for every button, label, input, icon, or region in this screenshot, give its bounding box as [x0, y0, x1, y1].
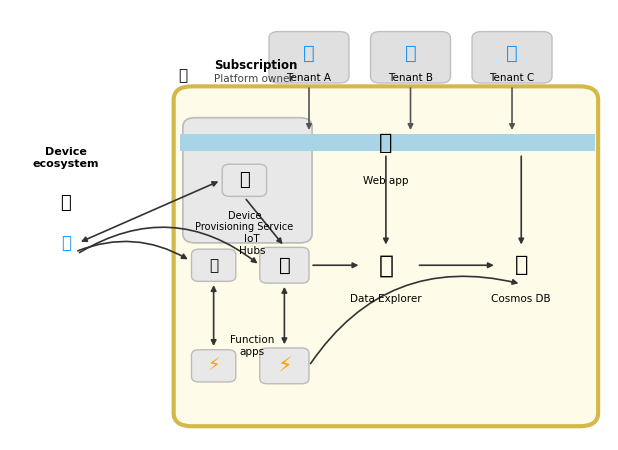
Text: ⚡: ⚡ — [207, 357, 220, 375]
Text: Tenant A: Tenant A — [287, 73, 331, 83]
Text: Platform owner: Platform owner — [214, 74, 294, 84]
FancyBboxPatch shape — [192, 249, 236, 281]
Text: Tenant C: Tenant C — [489, 73, 535, 83]
Text: Data Explorer: Data Explorer — [350, 294, 421, 304]
Text: 🔑: 🔑 — [179, 68, 187, 83]
FancyBboxPatch shape — [222, 164, 266, 196]
Text: Subscription: Subscription — [214, 59, 297, 72]
Text: 🔲: 🔲 — [61, 234, 71, 252]
Text: 🌐: 🌐 — [379, 133, 392, 153]
FancyBboxPatch shape — [183, 117, 312, 243]
FancyBboxPatch shape — [269, 32, 349, 83]
Text: Device
Provisioning Service: Device Provisioning Service — [195, 211, 294, 232]
Text: Tenant B: Tenant B — [388, 73, 433, 83]
Text: 🔀: 🔀 — [209, 258, 218, 273]
Text: Function
apps: Function apps — [230, 335, 274, 356]
FancyBboxPatch shape — [260, 348, 309, 384]
Text: 🌠: 🌠 — [515, 255, 528, 275]
Text: Device
ecosystem: Device ecosystem — [33, 147, 99, 169]
Text: Cosmos DB: Cosmos DB — [491, 294, 551, 304]
Text: 📶: 📶 — [61, 194, 71, 212]
Text: ⚡: ⚡ — [277, 356, 292, 376]
FancyBboxPatch shape — [192, 350, 236, 382]
Text: 🧑: 🧑 — [405, 44, 417, 63]
FancyBboxPatch shape — [174, 86, 598, 426]
Text: 🧑: 🧑 — [303, 44, 315, 63]
Text: 🔀: 🔀 — [279, 256, 290, 275]
Text: 🧑: 🧑 — [506, 44, 518, 63]
Text: IoT
Hubs: IoT Hubs — [239, 234, 265, 256]
Text: Web app: Web app — [363, 176, 408, 186]
Text: 🔄: 🔄 — [239, 171, 250, 189]
FancyBboxPatch shape — [472, 32, 552, 83]
FancyBboxPatch shape — [371, 32, 451, 83]
FancyBboxPatch shape — [260, 248, 309, 283]
Text: 🔷: 🔷 — [378, 253, 394, 277]
Bar — [180, 134, 595, 151]
